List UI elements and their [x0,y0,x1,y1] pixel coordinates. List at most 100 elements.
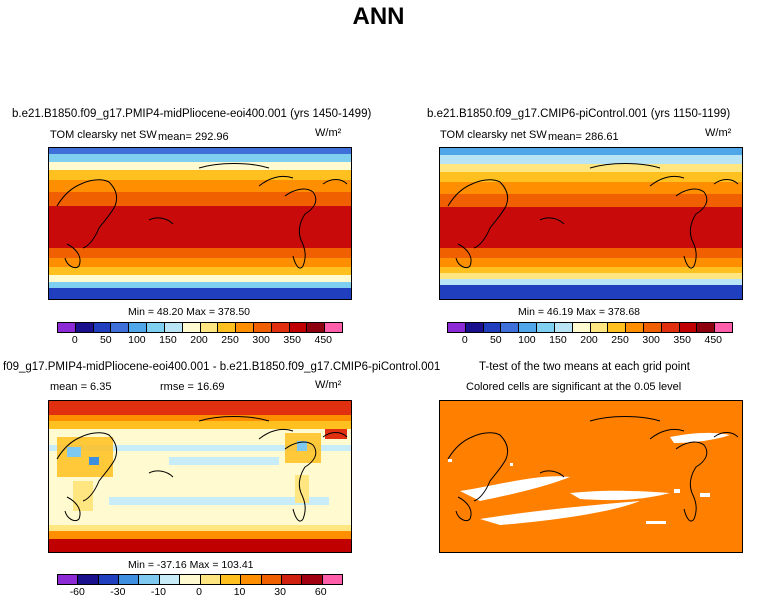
colorbar-segment [236,323,254,332]
p1-band [49,162,351,170]
p2-band [440,194,742,207]
panel2-title: b.e21.B1850.f09_g17.CMIP6-piControl.001 … [427,108,731,120]
colorbar-segment [200,323,219,332]
colorbar-segment [554,323,573,332]
p1-band [49,282,351,288]
colorbar-segment [147,323,165,332]
panel1-minmax: Min = 48.20 Max = 378.50 [128,306,250,318]
p4-coastlines [447,416,739,522]
p2-coastlines [447,163,739,269]
p2-band [440,148,742,155]
colorbar-segment [200,575,221,584]
colorbar-segment [537,323,555,332]
colorbar-segment [182,323,201,332]
colorbar-tick-label: 100 [518,334,536,346]
p4-significant [440,401,742,552]
p3-land-patches [57,429,347,511]
p3-band [49,415,351,421]
colorbar-segment [119,575,140,584]
colorbar-segment [325,323,342,332]
p2-band [440,273,742,279]
colorbar-segment [501,323,520,332]
colorbar-tick-label: 300 [642,334,660,346]
colorbar-segment [241,575,262,584]
colorbar-tick-label: 150 [159,334,177,346]
p3-band [49,401,351,415]
p1-band [49,154,351,162]
colorbar-segment [626,323,644,332]
panel2-units: W/m² [705,127,732,139]
colorbar-segment [289,323,308,332]
colorbar-tick-label: 150 [549,334,567,346]
colorbar-tick-label: -10 [150,586,167,598]
colorbar-tick-label: 60 [314,586,327,598]
p2-band [440,155,742,164]
colorbar-tick-label: 0 [196,586,202,598]
panel1-colorbar [57,322,343,333]
colorbar-tick-label: -30 [110,586,126,598]
p1-band [49,180,351,192]
colorbar-segment [98,575,120,584]
colorbar-segment [322,575,343,584]
colorbar-segment [129,323,148,332]
panel2-colorbar [447,322,733,333]
colorbar-segment [111,323,130,332]
p3-band [49,539,351,552]
panel3-units: W/m² [315,379,342,391]
p3-band [169,457,279,465]
p1-band [49,258,351,267]
panel2-mean: mean= 286.61 [548,131,619,143]
colorbar-segment [220,575,242,584]
colorbar-segment [159,575,181,584]
colorbar-segment [271,323,290,332]
colorbar-segment [572,323,591,332]
colorbar-segment [253,323,272,332]
colorbar-segment [448,323,466,332]
panel3-rmse: rmse = 16.69 [160,381,225,393]
colorbar-segment [93,323,112,332]
colorbar-segment [58,575,79,584]
panel4-map [439,400,743,553]
colorbar-segment [218,323,237,332]
colorbar-segment [75,323,94,332]
colorbar-segment [519,323,538,332]
p2-band [440,285,742,299]
p1-band [49,206,351,248]
colorbar-tick-label: 10 [233,586,246,598]
panel1-units: W/m² [315,127,342,139]
colorbar-tick-label: 200 [580,334,598,346]
colorbar-segment [715,323,732,332]
colorbar-tick-label: 50 [99,334,112,346]
colorbar-tick-label: 250 [221,334,239,346]
colorbar-tick-label: 0 [71,334,78,346]
p2-band [440,258,742,267]
colorbar-tick-label: 350 [673,334,691,346]
colorbar-segment [679,323,698,332]
colorbar-segment [608,323,627,332]
p1-band [49,267,351,275]
colorbar-tick-label: 350 [283,334,301,346]
panel4-title: T-test of the two means at each grid poi… [479,361,690,373]
colorbar-segment [139,575,160,584]
colorbar-segment [164,323,183,332]
panel3-map [48,400,352,553]
p3-band [109,497,329,505]
colorbar-segment [261,575,282,584]
p3-band [49,445,351,451]
panel3-mean: mean = 6.35 [50,381,112,393]
p1-band [49,275,351,282]
p3-band [49,421,351,429]
panel3-colorbar [57,574,343,585]
panel1-variable: TOM clearsky net SW [50,129,157,141]
colorbar-tick-label: 0 [461,334,468,346]
panel1-title: b.e21.B1850.f09_g17.PMIP4-midPliocene-eo… [12,108,372,120]
colorbar-segment [697,323,716,332]
p3-band [49,531,351,539]
panel2-variable: TOM clearsky net SW [440,129,547,141]
colorbar-tick-label: -60 [69,586,85,598]
p1-band [49,170,351,180]
colorbar-segment [590,323,609,332]
colorbar-segment [307,323,326,332]
colorbar-segment [483,323,502,332]
panel3-minmax: Min = -37.16 Max = 103.41 [128,559,254,571]
